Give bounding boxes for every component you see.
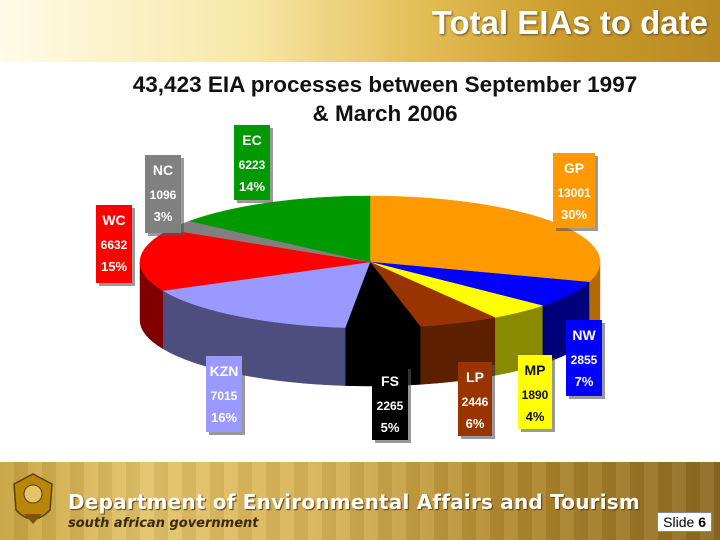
slice-label-fs: FS 2265 5% bbox=[372, 366, 411, 443]
chart-title-line-2: & March 2006 bbox=[312, 101, 458, 126]
slice-percent-gp: 30% bbox=[561, 207, 587, 222]
slice-label-kzn: KZN 7015 16% bbox=[206, 356, 245, 435]
slice-label-ec: EC 6223 14% bbox=[234, 125, 273, 203]
slice-percent-wc: 15% bbox=[101, 259, 127, 274]
slice-percent-mp: 4% bbox=[526, 409, 545, 424]
slice-label-gp: GP 13001 30% bbox=[553, 153, 598, 231]
label-box-ec bbox=[234, 125, 270, 200]
slice-value-wc: 6632 bbox=[101, 238, 128, 252]
slice-value-ec: 6223 bbox=[239, 158, 266, 172]
label-box-mp bbox=[518, 355, 552, 429]
slice-labels: GP 13001 30% NW 2855 7% MP 1890 4% LP 2446 6% FS 2265… bbox=[96, 125, 605, 443]
label-box-gp bbox=[553, 153, 595, 228]
label-box-wc bbox=[96, 205, 132, 283]
slice-value-fs: 2265 bbox=[377, 399, 404, 413]
label-box-lp bbox=[458, 362, 492, 436]
pie-top bbox=[139, 195, 601, 329]
slice-label-kzn: KZN bbox=[210, 363, 239, 379]
slice-label-gp: GP bbox=[564, 160, 584, 176]
slice-percent-nc: 3% bbox=[154, 209, 173, 224]
slice-label-ec: EC bbox=[242, 132, 261, 148]
slice-label-nw: NW bbox=[572, 327, 596, 343]
slice-label-nc: NC 1096 3% bbox=[145, 155, 184, 236]
slice-percent-fs: 5% bbox=[381, 420, 400, 435]
footer-banner: Department of Environmental Affairs and … bbox=[0, 462, 720, 540]
chart-title: 43,423 EIA processes between September 1… bbox=[40, 70, 720, 128]
slice-label-wc: WC 6632 15% bbox=[96, 205, 135, 286]
slide-title: Total EIAs to date bbox=[431, 4, 708, 41]
slice-value-kzn: 7015 bbox=[211, 389, 238, 403]
slice-label-fs: FS bbox=[381, 373, 399, 389]
coat-of-arms-icon bbox=[13, 473, 53, 524]
slice-label-wc: WC bbox=[102, 212, 125, 228]
header-banner: Total EIAs to date bbox=[0, 0, 720, 62]
slide-label: Slide bbox=[663, 514, 695, 530]
slice-percent-lp: 6% bbox=[466, 416, 485, 431]
label-box-nw bbox=[566, 320, 602, 396]
slice-label-mp: MP 1890 4% bbox=[518, 355, 555, 432]
slice-label-nc: NC bbox=[153, 162, 173, 178]
slice-label-mp: MP bbox=[525, 362, 546, 378]
slice-percent-kzn: 16% bbox=[211, 410, 237, 425]
label-box-nc bbox=[145, 155, 181, 233]
slice-value-lp: 2446 bbox=[462, 395, 489, 409]
pie-slice-kzn bbox=[161, 261, 371, 328]
slide-number: 6 bbox=[698, 514, 706, 530]
slice-label-lp: LP bbox=[466, 369, 484, 385]
slice-percent-nw: 7% bbox=[575, 374, 594, 389]
slide-number-badge: Slide 6 bbox=[657, 512, 712, 532]
slice-label-nw: NW 2855 7% bbox=[566, 320, 605, 399]
label-box-fs bbox=[372, 366, 408, 440]
slice-label-lp: LP 2446 6% bbox=[458, 362, 495, 439]
chart-title-line-1: 43,423 EIA processes between September 1… bbox=[132, 72, 638, 97]
slice-value-gp: 13001 bbox=[557, 186, 591, 200]
department-name: Department of Environmental Affairs and … bbox=[68, 490, 640, 514]
slice-value-nc: 1096 bbox=[150, 188, 177, 202]
government-name: south african government bbox=[68, 516, 259, 531]
slice-value-nw: 2855 bbox=[571, 353, 598, 367]
pie-chart: GP 13001 30% NW 2855 7% MP 1890 4% LP 2446 6% FS 2265… bbox=[96, 125, 605, 443]
slice-value-mp: 1890 bbox=[522, 388, 549, 402]
label-box-kzn bbox=[206, 356, 242, 432]
slice-percent-ec: 14% bbox=[239, 179, 265, 194]
